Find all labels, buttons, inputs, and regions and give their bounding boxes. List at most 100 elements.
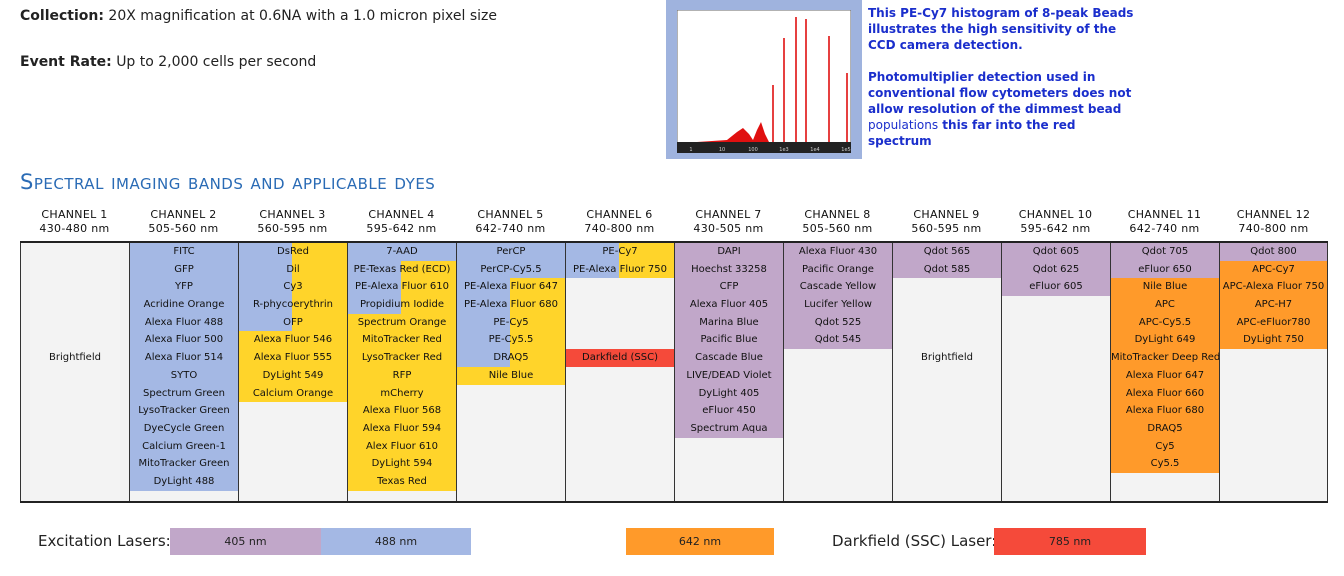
spacer xyxy=(21,296,129,314)
channel-range: 430-505 nm xyxy=(693,222,764,235)
spacer xyxy=(566,278,674,296)
spacer xyxy=(566,314,674,332)
laser-405: 405 nm xyxy=(170,528,321,555)
dye-item: Spectrum Aqua xyxy=(675,419,783,438)
channel-range: 642-740 nm xyxy=(1129,222,1200,235)
dye-item: Brightfield xyxy=(49,352,101,364)
collection-info: Collection: 20X magnification at 0.6NA w… xyxy=(20,8,497,24)
channel-column: Qdot 565 Qdot 585 Brightfield xyxy=(892,243,1001,501)
channel-header: CHANNEL 11 642-740 nm xyxy=(1110,208,1219,236)
channel-range: 740-800 nm xyxy=(1238,222,1309,235)
plot-background xyxy=(677,10,851,153)
dye-item: Alexa Fluor 546 xyxy=(239,331,347,350)
dye-item: LysoTracker Red xyxy=(348,349,456,367)
channel-name: CHANNEL 9 xyxy=(913,208,980,221)
channel-column: Alexa Fluor 430 Pacific Orange Cascade Yel… xyxy=(783,243,892,501)
laser-785: 785 nm xyxy=(994,528,1146,555)
histogram-note: This PE-Cy7 histogram of 8-peak Beads il… xyxy=(868,6,1134,52)
dye-item: DAPI xyxy=(675,243,783,261)
dye-item: Marina Blue xyxy=(675,313,783,332)
dye-item: YFP xyxy=(130,278,238,297)
channel-header: CHANNEL 6 740-800 nm xyxy=(565,208,674,236)
spacer xyxy=(893,314,1001,332)
x-axis xyxy=(677,142,851,153)
dye-item: eFluor 450 xyxy=(675,402,783,420)
dye-item: eFluor 605 xyxy=(1002,278,1110,297)
spacer xyxy=(21,278,129,296)
dye-item: DyLight 488 xyxy=(130,472,238,491)
channel-header: CHANNEL 9 560-595 nm xyxy=(892,208,1001,236)
dye-item: OFP xyxy=(239,313,347,332)
dye-item: PE-Alexa Fluor 647 xyxy=(457,278,565,297)
dye-item: Alexa Fluor 568 xyxy=(348,402,456,420)
channel-name: CHANNEL 4 xyxy=(368,208,435,221)
event-rate-label: Event Rate: xyxy=(20,54,112,70)
dye-item: APC-Cy5.5 xyxy=(1111,313,1219,332)
channel-column: Qdot 605 Qdot 625 eFluor 605 xyxy=(1001,243,1110,501)
dye-item: APC-Alexa Fluor 750 xyxy=(1220,278,1327,297)
spacer xyxy=(21,261,129,279)
dye-item: APC-H7 xyxy=(1220,296,1327,314)
channel-column: Qdot 705 eFluor 650 Nile Blue APC APC-Cy5.5 D… xyxy=(1110,243,1219,501)
channel-header: CHANNEL 12 740-800 nm xyxy=(1219,208,1328,236)
channel-header: CHANNEL 3 560-595 nm xyxy=(238,208,347,236)
dye-item: 7-AAD xyxy=(348,243,456,261)
channel-name: CHANNEL 10 xyxy=(1018,208,1093,221)
channel-name: CHANNEL 2 xyxy=(150,208,217,221)
dye-item: Alexa Fluor 660 xyxy=(1111,384,1219,403)
channel-header: CHANNEL 1 430-480 nm xyxy=(20,208,129,236)
dye-item: Pacific Orange xyxy=(784,260,892,279)
dye-item: R-phycoerythrin xyxy=(239,296,347,314)
dye-item: DyLight 750 xyxy=(1220,331,1327,350)
dye-item: DyLight 649 xyxy=(1111,331,1219,350)
spacer xyxy=(893,296,1001,314)
dye-item: GFP xyxy=(130,260,238,279)
dye-item: Qdot 545 xyxy=(784,331,892,350)
dye-item: DRAQ5 xyxy=(457,349,565,367)
channel-name: CHANNEL 3 xyxy=(259,208,326,221)
dye-item: Lucifer Yellow xyxy=(784,296,892,314)
dye-item: APC-Cy7 xyxy=(1220,260,1327,279)
dye-item: Alexa Fluor 594 xyxy=(348,419,456,438)
x-tick-label: 100 xyxy=(748,147,758,153)
channel-name: CHANNEL 12 xyxy=(1236,208,1311,221)
dye-item: APC-eFluor780 xyxy=(1220,313,1327,332)
dye-item: Pacific Blue xyxy=(675,331,783,350)
note-text-b: populations xyxy=(868,118,939,132)
laser-642: 642 nm xyxy=(626,528,774,555)
channel-range: 595-642 nm xyxy=(366,222,437,235)
dye-item: Calcium Green-1 xyxy=(130,437,238,456)
dye-item: Alexa Fluor 647 xyxy=(1111,366,1219,385)
collection-label: Collection: xyxy=(20,8,104,24)
collection-text: 20X magnification at 0.6NA with a 1.0 mi… xyxy=(108,8,497,24)
dye-item: PerCP-Cy5.5 xyxy=(457,260,565,279)
channel-column: DAPI Hoechst 33258 CFP Alexa Fluor 405 Marin… xyxy=(674,243,783,501)
channel-column: Qdot 800 APC-Cy7 APC-Alexa Fluor 750 APC-H7… xyxy=(1219,243,1328,501)
channel-range: 560-595 nm xyxy=(911,222,982,235)
dye-item: Alexa Fluor 430 xyxy=(784,243,892,261)
dye-item: Cy5.5 xyxy=(1111,455,1219,473)
channel-header: CHANNEL 10 595-642 nm xyxy=(1001,208,1110,236)
dye-item: DyeCycle Green xyxy=(130,419,238,438)
dye-item: MitoTracker Deep Red xyxy=(1111,349,1219,367)
histogram-bump xyxy=(697,122,797,142)
excitation-lasers-label: Excitation Lasers: xyxy=(38,532,171,550)
channel-name: CHANNEL 8 xyxy=(804,208,871,221)
spacer xyxy=(893,278,1001,296)
dye-item: DyLight 405 xyxy=(675,384,783,403)
dye-item: Qdot 800 xyxy=(1220,243,1327,261)
dye-item: Alexa Fluor 405 xyxy=(675,296,783,314)
channel-range: 642-740 nm xyxy=(475,222,546,235)
photomultiplier-note: Photomultiplier detection used in conven… xyxy=(868,69,1138,149)
dye-item: LysoTracker Green xyxy=(130,402,238,420)
dye-item: Calcium Orange xyxy=(239,384,347,403)
dye-item: Alexa Fluor 555 xyxy=(239,349,347,367)
dye-item: Brightfield xyxy=(921,352,973,364)
x-tick-label: 1 xyxy=(689,147,692,153)
dye-item: Dil xyxy=(239,260,347,279)
x-tick-label: 1e4 xyxy=(810,147,819,153)
channel-range: 430-480 nm xyxy=(39,222,110,235)
channel-name: CHANNEL 7 xyxy=(695,208,762,221)
spacer xyxy=(893,331,1001,349)
channel-name: CHANNEL 1 xyxy=(41,208,108,221)
